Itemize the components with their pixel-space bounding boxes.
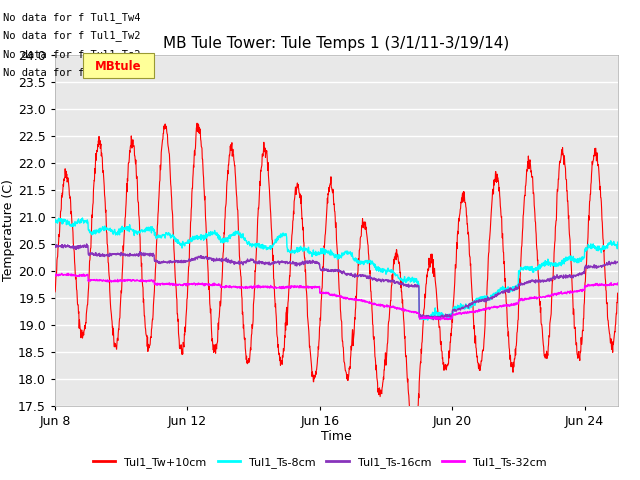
Text: No data for f Tul1_Ts2: No data for f Tul1_Ts2 bbox=[3, 48, 141, 60]
Title: MB Tule Tower: Tule Temps 1 (3/1/11-3/19/14): MB Tule Tower: Tule Temps 1 (3/1/11-3/19… bbox=[163, 36, 509, 51]
X-axis label: Time: Time bbox=[321, 431, 352, 444]
Text: No data for f Tul1_Tw4: No data for f Tul1_Tw4 bbox=[3, 12, 141, 23]
Legend: Tul1_Tw+10cm, Tul1_Ts-8cm, Tul1_Ts-16cm, Tul1_Ts-32cm: Tul1_Tw+10cm, Tul1_Ts-8cm, Tul1_Ts-16cm,… bbox=[89, 452, 551, 472]
Text: MBtule: MBtule bbox=[95, 60, 141, 73]
Text: No data for f Tul1_Tw2: No data for f Tul1_Tw2 bbox=[3, 30, 141, 41]
Text: No data for f Tul1_Ts: No data for f Tul1_Ts bbox=[3, 67, 134, 78]
Y-axis label: Temperature (C): Temperature (C) bbox=[3, 180, 15, 281]
